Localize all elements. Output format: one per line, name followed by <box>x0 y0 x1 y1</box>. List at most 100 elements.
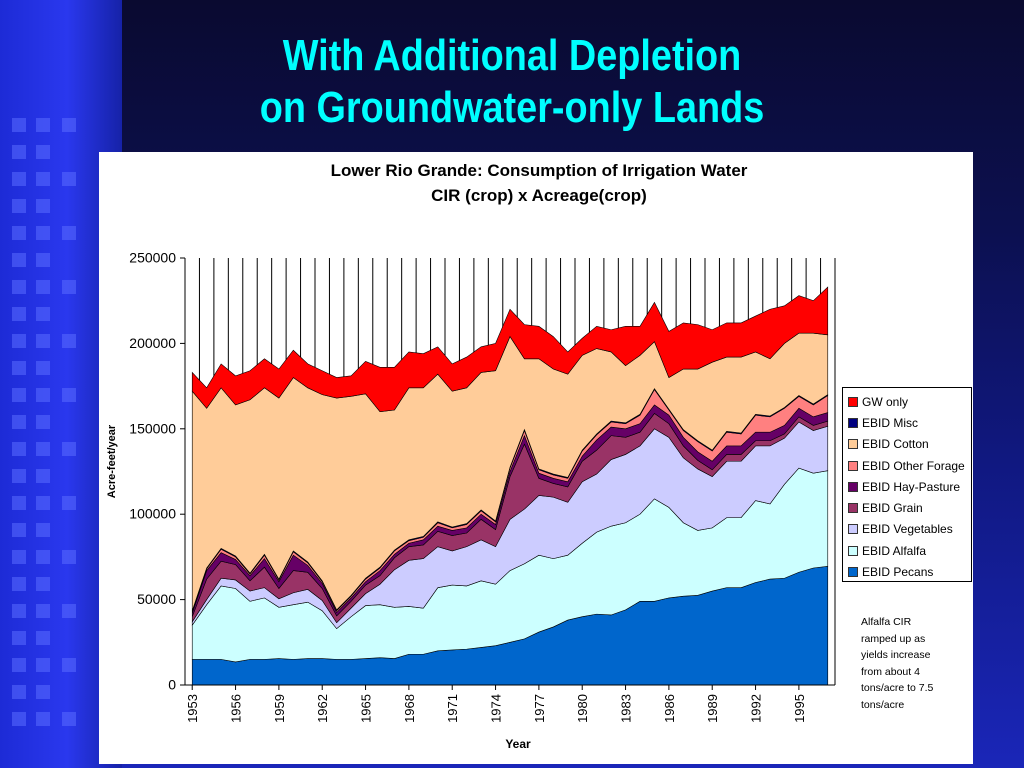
x-tick-label: 1983 <box>619 694 634 723</box>
y-tick-label: 150000 <box>129 420 176 436</box>
legend-label: EBID Pecans <box>862 565 934 580</box>
decorative-square <box>12 199 26 213</box>
decorative-square-row <box>0 307 122 325</box>
x-tick-label: 1953 <box>185 694 200 723</box>
decorative-square-row <box>0 253 122 271</box>
decorative-square <box>36 280 50 294</box>
decorative-square-row <box>0 496 122 514</box>
decorative-square <box>12 577 26 591</box>
x-tick-label: 1977 <box>532 694 547 723</box>
chart-panel: 0 50000 100000 150000 200000 250000 1953 1956 19… <box>99 152 973 764</box>
slide-title-line2: on Groundwater-only Lands <box>259 83 765 132</box>
decorative-square <box>36 118 50 132</box>
legend-swatch <box>848 396 858 407</box>
decorative-square <box>62 604 76 618</box>
x-tick-label: 1971 <box>445 694 460 723</box>
decorative-square <box>12 226 26 240</box>
y-tick-label: 250000 <box>129 250 176 266</box>
decorative-square-row <box>0 145 122 163</box>
legend-swatch <box>848 545 858 556</box>
decorative-square <box>62 442 76 456</box>
legend-label: EBID Hay-Pasture <box>862 479 961 494</box>
decorative-square <box>12 334 26 348</box>
area-series-gw-only <box>191 286 829 413</box>
decorative-square <box>36 415 50 429</box>
legend-item: EBID Misc <box>843 412 971 433</box>
legend-label: EBID Other Forage <box>862 458 965 473</box>
decorative-square <box>36 658 50 672</box>
legend-label: EBID Alfalfa <box>862 543 927 558</box>
decorative-square <box>12 172 26 186</box>
legend-item: EBID Grain <box>843 497 971 518</box>
decorative-square <box>12 631 26 645</box>
decorative-square <box>36 712 50 726</box>
x-tick-label: 1962 <box>315 694 330 723</box>
x-tick-label: 1989 <box>705 694 720 723</box>
decorative-square <box>12 145 26 159</box>
decorative-square <box>36 145 50 159</box>
decorative-square <box>12 469 26 483</box>
x-tick-label: 1974 <box>489 694 504 723</box>
decorative-square <box>12 280 26 294</box>
decorative-square <box>62 280 76 294</box>
decorative-square <box>62 334 76 348</box>
decorative-square <box>62 658 76 672</box>
legend-swatch <box>848 567 858 578</box>
decorative-square-row <box>0 388 122 406</box>
legend-item: GW only <box>843 391 971 412</box>
decorative-square <box>12 307 26 321</box>
decorative-square <box>62 496 76 510</box>
decorative-square-row <box>0 712 122 730</box>
decorative-square <box>62 388 76 402</box>
note-line: yields increase <box>861 649 931 661</box>
decorative-square <box>36 550 50 564</box>
decorative-square <box>12 496 26 510</box>
x-axis-label: Year <box>505 737 531 751</box>
decorative-square <box>12 388 26 402</box>
legend-label: EBID Misc <box>862 415 919 430</box>
y-tick-label: 100000 <box>129 506 176 522</box>
chart-title-block: Lower Rio Grande: Consumption of Irrigat… <box>219 158 859 208</box>
decorative-square-row <box>0 334 122 352</box>
decorative-square-row <box>0 685 122 703</box>
legend-item: EBID Vegetables <box>843 519 971 540</box>
y-tick-label: 0 <box>168 677 176 693</box>
decorative-square <box>12 685 26 699</box>
legend-swatch <box>848 503 858 514</box>
decorative-square-row <box>0 280 122 298</box>
decorative-square <box>12 442 26 456</box>
decorative-square <box>36 388 50 402</box>
decorative-square-row <box>0 199 122 217</box>
decorative-square <box>62 550 76 564</box>
legend-item: EBID Pecans <box>843 561 971 582</box>
chart-subtitle: CIR (crop) x Acreage(crop) <box>431 186 647 205</box>
slide-title-line1: With Additional Depletion <box>282 31 742 80</box>
decorative-square <box>12 523 26 537</box>
legend-item: EBID Hay-Pasture <box>843 476 971 497</box>
decorative-square <box>36 253 50 267</box>
decorative-square <box>12 361 26 375</box>
alfalfa-note: Alfalfa CIR ramped up as yields increase fr… <box>861 614 961 713</box>
legend-label: EBID Cotton <box>862 437 929 452</box>
x-tick-label: 1992 <box>749 694 764 723</box>
note-line: tons/acre to 7.5 <box>861 682 934 694</box>
legend-item: EBID Alfalfa <box>843 540 971 561</box>
legend-swatch <box>848 524 858 535</box>
decorative-square <box>36 685 50 699</box>
x-tick-label: 1956 <box>229 694 244 723</box>
y-tick-label: 50000 <box>137 591 176 607</box>
legend-label: EBID Vegetables <box>862 522 953 537</box>
slide-title: With Additional Depletion on Groundwater… <box>177 30 848 134</box>
legend-item: EBID Cotton <box>843 434 971 455</box>
decorative-square <box>62 712 76 726</box>
decorative-square-row <box>0 361 122 379</box>
note-line: from about 4 <box>861 665 920 678</box>
decorative-square-row <box>0 442 122 460</box>
decorative-square <box>36 604 50 618</box>
decorative-square-row <box>0 631 122 649</box>
decorative-square <box>36 226 50 240</box>
decorative-square-row <box>0 118 122 136</box>
legend-item: EBID Other Forage <box>843 455 971 476</box>
decorative-square <box>36 442 50 456</box>
decorative-square-row <box>0 604 122 622</box>
